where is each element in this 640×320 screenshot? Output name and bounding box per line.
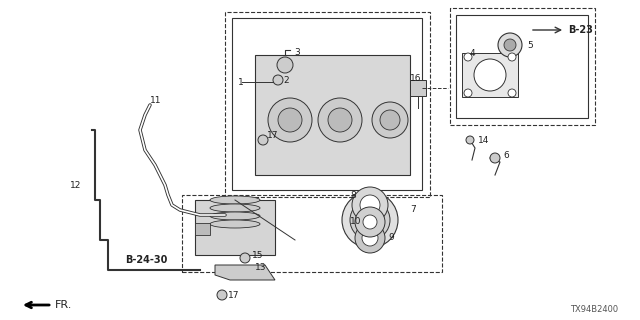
Circle shape: [355, 207, 385, 237]
Circle shape: [342, 192, 398, 248]
Text: 5: 5: [527, 41, 532, 50]
Circle shape: [362, 230, 378, 246]
Text: 17: 17: [228, 291, 239, 300]
Bar: [456, 15, 588, 118]
Circle shape: [474, 59, 506, 91]
Text: 8: 8: [350, 191, 356, 201]
Circle shape: [278, 108, 302, 132]
Circle shape: [352, 187, 388, 223]
Ellipse shape: [210, 220, 260, 228]
Circle shape: [498, 33, 522, 57]
Circle shape: [240, 253, 250, 263]
Circle shape: [350, 200, 390, 240]
Circle shape: [363, 215, 377, 229]
Circle shape: [273, 75, 283, 85]
Bar: [232, 18, 422, 190]
Circle shape: [328, 108, 352, 132]
Circle shape: [355, 223, 385, 253]
Circle shape: [277, 57, 293, 73]
Text: 9: 9: [388, 234, 394, 243]
Text: FR.: FR.: [55, 300, 72, 310]
Ellipse shape: [210, 196, 260, 204]
Circle shape: [490, 153, 500, 163]
Text: B-24-30: B-24-30: [125, 255, 168, 265]
Circle shape: [466, 136, 474, 144]
Text: 15: 15: [252, 251, 264, 260]
Circle shape: [380, 110, 400, 130]
Bar: [462, 53, 518, 97]
Circle shape: [268, 98, 312, 142]
Circle shape: [258, 135, 268, 145]
Bar: [195, 200, 275, 255]
Text: 17: 17: [267, 131, 278, 140]
Ellipse shape: [210, 204, 260, 212]
Polygon shape: [215, 265, 275, 280]
Text: 16: 16: [410, 74, 422, 83]
Circle shape: [508, 89, 516, 97]
Circle shape: [217, 290, 227, 300]
Bar: [255, 55, 410, 175]
Circle shape: [358, 208, 382, 232]
Text: 11: 11: [150, 95, 161, 105]
Bar: [195, 223, 210, 235]
Ellipse shape: [210, 212, 260, 220]
Text: 2: 2: [283, 76, 289, 84]
Bar: [450, 8, 595, 125]
Text: 13: 13: [255, 263, 266, 273]
Text: 14: 14: [478, 135, 490, 145]
Circle shape: [464, 89, 472, 97]
Bar: [182, 195, 442, 272]
Circle shape: [318, 98, 362, 142]
Bar: [225, 12, 430, 197]
Text: 6: 6: [503, 150, 509, 159]
Circle shape: [504, 39, 516, 51]
Bar: [410, 80, 426, 96]
Circle shape: [464, 53, 472, 61]
Text: B-23: B-23: [568, 25, 593, 35]
Text: 4: 4: [470, 49, 476, 58]
Text: 10: 10: [350, 218, 362, 227]
Circle shape: [360, 195, 380, 215]
Text: 7: 7: [410, 205, 416, 214]
Text: 12: 12: [70, 180, 81, 189]
Text: 1: 1: [238, 77, 244, 86]
Text: TX94B2400: TX94B2400: [570, 306, 618, 315]
Text: 3: 3: [294, 47, 300, 57]
Circle shape: [372, 102, 408, 138]
Circle shape: [508, 53, 516, 61]
